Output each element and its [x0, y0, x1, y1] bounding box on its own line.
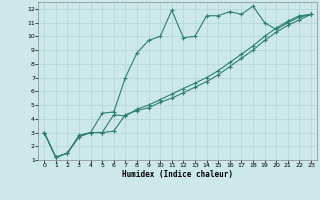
X-axis label: Humidex (Indice chaleur): Humidex (Indice chaleur) — [122, 170, 233, 179]
